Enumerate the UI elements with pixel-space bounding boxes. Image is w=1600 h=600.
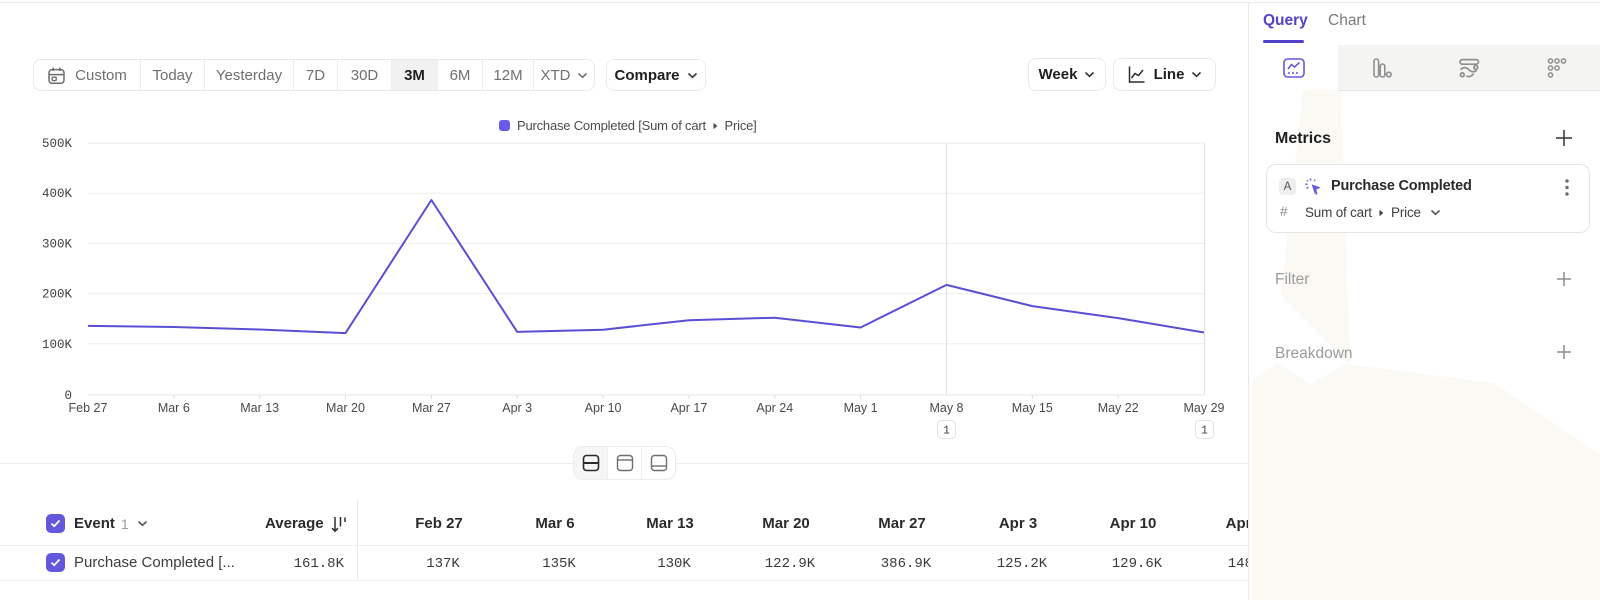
svg-text:Mar 20: Mar 20	[326, 401, 365, 415]
svg-text:400K: 400K	[42, 187, 73, 201]
svg-text:Mar 13: Mar 13	[240, 401, 279, 415]
svg-text:Apr 24: Apr 24	[756, 401, 793, 415]
svg-text:May 29: May 29	[1184, 401, 1225, 415]
svg-text:500K: 500K	[42, 137, 73, 151]
svg-text:May 15: May 15	[1012, 401, 1053, 415]
svg-text:100K: 100K	[42, 338, 73, 352]
svg-text:1: 1	[1201, 425, 1208, 438]
svg-text:Apr 10: Apr 10	[585, 401, 622, 415]
svg-text:1: 1	[943, 425, 950, 438]
svg-text:200K: 200K	[42, 288, 73, 302]
svg-text:Mar 6: Mar 6	[158, 401, 190, 415]
svg-text:300K: 300K	[42, 237, 73, 251]
svg-text:0: 0	[64, 389, 72, 403]
svg-text:May 8: May 8	[929, 401, 963, 415]
svg-text:Mar 27: Mar 27	[412, 401, 451, 415]
svg-text:Apr 3: Apr 3	[502, 401, 532, 415]
svg-text:May 1: May 1	[844, 401, 878, 415]
svg-text:Feb 27: Feb 27	[69, 401, 108, 415]
svg-text:May 22: May 22	[1098, 401, 1139, 415]
svg-text:Apr 17: Apr 17	[670, 401, 707, 415]
